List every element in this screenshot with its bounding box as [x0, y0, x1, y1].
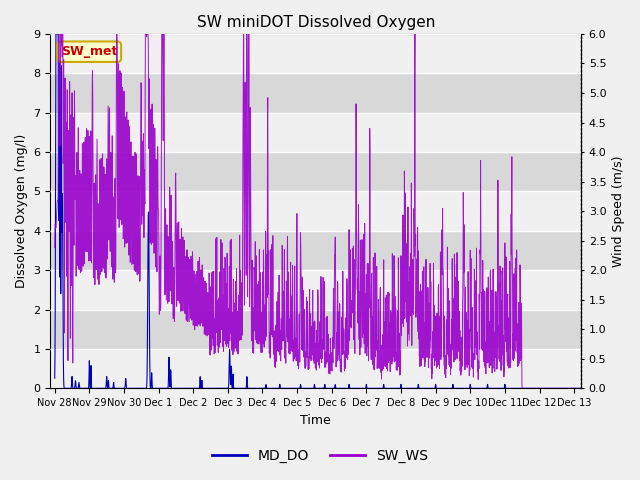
Y-axis label: Dissolved Oxygen (mg/l): Dissolved Oxygen (mg/l): [15, 134, 28, 288]
Bar: [51, 34, 581, 73]
Legend: MD_DO, SW_WS: MD_DO, SW_WS: [207, 443, 433, 468]
Bar: [51, 349, 581, 388]
Bar: [51, 231, 581, 270]
Bar: [51, 310, 581, 349]
Bar: [51, 73, 581, 113]
Bar: [51, 192, 581, 231]
Y-axis label: Wind Speed (m/s): Wind Speed (m/s): [612, 156, 625, 267]
Title: SW miniDOT Dissolved Oxygen: SW miniDOT Dissolved Oxygen: [196, 15, 435, 30]
Bar: [51, 152, 581, 192]
Text: SW_met: SW_met: [61, 45, 117, 58]
Bar: [51, 113, 581, 152]
X-axis label: Time: Time: [300, 414, 331, 427]
Bar: [51, 270, 581, 310]
